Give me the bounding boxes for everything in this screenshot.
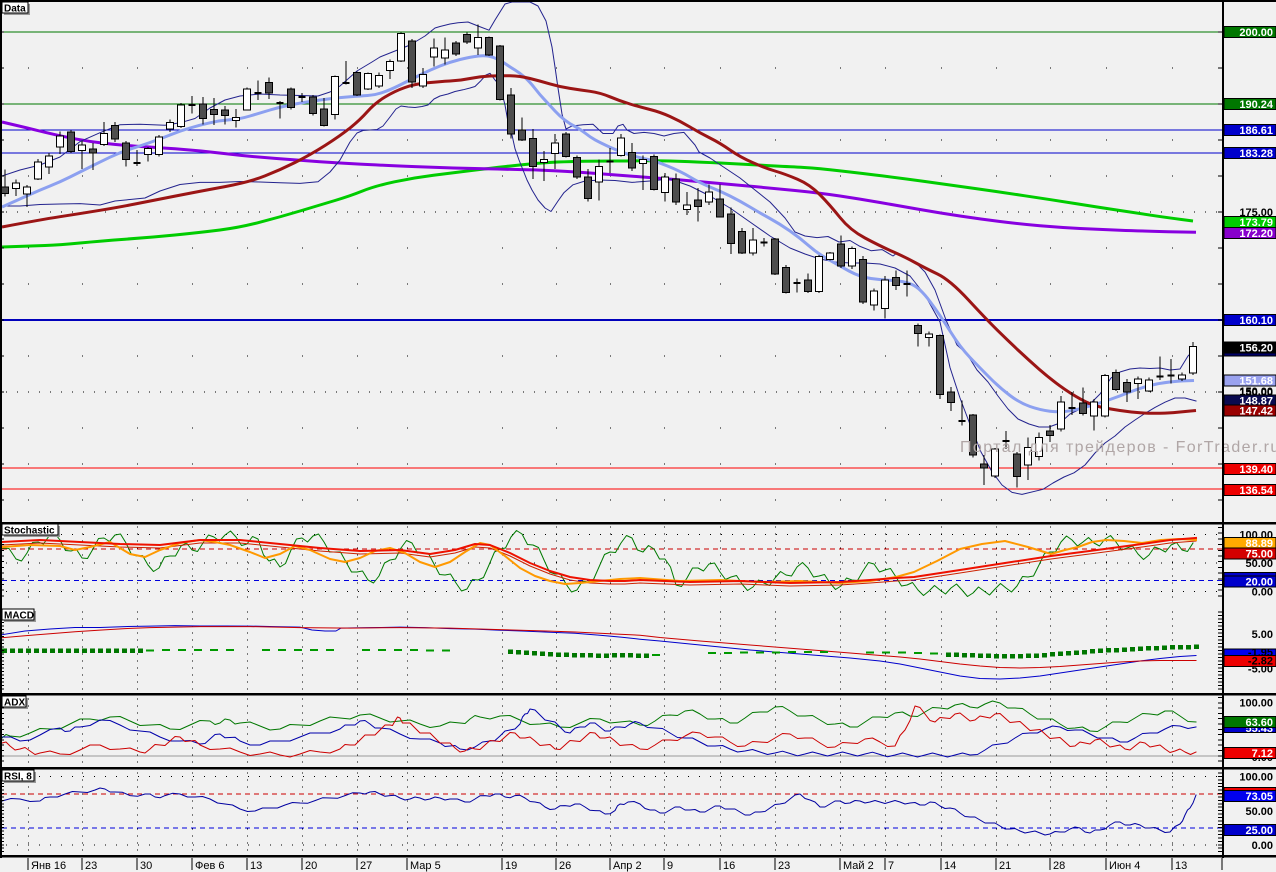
svg-text:73.05: 73.05 — [1245, 791, 1273, 803]
svg-text:183.28: 183.28 — [1239, 148, 1273, 160]
svg-text:50.00: 50.00 — [1245, 806, 1273, 818]
svg-text:172.20: 172.20 — [1239, 228, 1273, 240]
svg-text:27: 27 — [360, 860, 372, 872]
svg-text:20.00: 20.00 — [1245, 577, 1273, 589]
svg-text:13: 13 — [250, 860, 262, 872]
svg-text:23: 23 — [778, 860, 790, 872]
svg-text:Портал для трейдеров - ForTrad: Портал для трейдеров - ForTrader.ru — [960, 439, 1276, 456]
svg-text:136.54: 136.54 — [1239, 485, 1274, 497]
svg-text:19: 19 — [505, 860, 517, 872]
svg-text:Stochastic: Stochastic — [4, 526, 55, 537]
svg-text:21: 21 — [999, 860, 1011, 872]
svg-text:RSI, 8: RSI, 8 — [4, 772, 32, 783]
svg-text:ADX: ADX — [4, 698, 25, 709]
svg-text:14: 14 — [944, 860, 956, 872]
svg-text:151.68: 151.68 — [1239, 376, 1273, 388]
svg-text:200.00: 200.00 — [1239, 27, 1273, 39]
svg-text:147.42: 147.42 — [1239, 406, 1273, 418]
svg-text:16: 16 — [723, 860, 735, 872]
svg-text:5.00: 5.00 — [1252, 629, 1273, 641]
svg-text:26: 26 — [559, 860, 571, 872]
svg-text:0.00: 0.00 — [1252, 587, 1273, 599]
svg-text:9: 9 — [667, 860, 673, 872]
svg-text:Мар 5: Мар 5 — [410, 860, 441, 872]
svg-text:Data: Data — [4, 4, 26, 15]
svg-text:100.00: 100.00 — [1239, 698, 1273, 710]
svg-text:Апр 2: Апр 2 — [613, 860, 642, 872]
svg-text:Май 2: Май 2 — [843, 860, 874, 872]
svg-text:Фев 6: Фев 6 — [195, 860, 225, 872]
svg-text:Янв 16: Янв 16 — [31, 860, 66, 872]
svg-text:100.00: 100.00 — [1239, 772, 1273, 784]
svg-text:7: 7 — [888, 860, 894, 872]
svg-text:13: 13 — [1175, 860, 1187, 872]
svg-text:186.61: 186.61 — [1239, 125, 1273, 137]
svg-text:160.10: 160.10 — [1239, 315, 1273, 327]
svg-text:190.24: 190.24 — [1239, 99, 1274, 111]
svg-text:7.12: 7.12 — [1252, 748, 1273, 760]
svg-text:139.40: 139.40 — [1239, 464, 1273, 476]
svg-text:30: 30 — [140, 860, 152, 872]
svg-text:20: 20 — [305, 860, 317, 872]
svg-text:28: 28 — [1053, 860, 1065, 872]
svg-text:25.00: 25.00 — [1245, 825, 1273, 837]
svg-text:Июн 4: Июн 4 — [1109, 860, 1140, 872]
svg-text:-2.82: -2.82 — [1248, 656, 1273, 668]
svg-text:148.87: 148.87 — [1239, 396, 1273, 408]
svg-text:50.00: 50.00 — [1245, 558, 1273, 570]
svg-text:173.79: 173.79 — [1239, 217, 1273, 229]
svg-text:MACD: MACD — [4, 611, 34, 622]
svg-text:0.00: 0.00 — [1252, 840, 1273, 852]
svg-text:63.60: 63.60 — [1245, 717, 1273, 729]
svg-text:88.89: 88.89 — [1245, 538, 1273, 550]
svg-text:75.00: 75.00 — [1245, 549, 1273, 561]
svg-text:23: 23 — [85, 860, 97, 872]
svg-text:156.20: 156.20 — [1239, 343, 1273, 355]
